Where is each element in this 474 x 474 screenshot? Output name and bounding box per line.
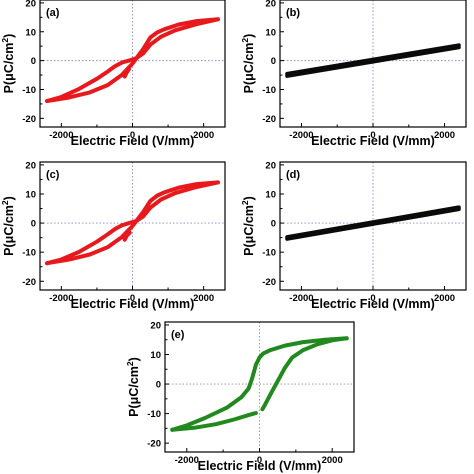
y-tick-label: 0 xyxy=(271,56,276,67)
y-tick-label: -10 xyxy=(147,409,161,420)
y-tick-label: 20 xyxy=(25,160,36,171)
y-tick-label: 0 xyxy=(156,380,161,391)
x-tick-label: 0 xyxy=(130,130,135,141)
panel-label: (e) xyxy=(171,329,185,341)
hysteresis-curve-3 xyxy=(122,230,132,242)
panel-a: -2000 0 2000 -20 -10 0 10 20 (a) Electric Field (… xyxy=(0,0,226,148)
x-tick-label: 2000 xyxy=(322,455,343,466)
panel-label: (d) xyxy=(286,169,300,181)
hysteresis-curve-3 xyxy=(122,67,131,79)
y-tick-label: 10 xyxy=(265,190,276,201)
y-tick-label: 0 xyxy=(31,56,36,67)
y-axis-label: P(μC/cm2) xyxy=(0,34,16,94)
x-tick-label: 2000 xyxy=(193,293,214,304)
y-tick-label: 20 xyxy=(265,0,276,9)
y-tick-label: -20 xyxy=(22,114,36,125)
panel-label: (c) xyxy=(46,169,60,181)
x-axis-label: Electric Field (V/mm) xyxy=(311,134,435,148)
y-tick-label: -20 xyxy=(262,277,276,288)
y-tick-label: 20 xyxy=(265,160,276,171)
y-tick-label: -10 xyxy=(262,248,276,259)
x-axis-label: Electric Field (V/mm) xyxy=(198,459,322,473)
hysteresis-curve-2 xyxy=(170,411,258,432)
hysteresis-curve-1 xyxy=(45,17,220,103)
panel-label: (a) xyxy=(46,7,60,19)
y-tick-label: 0 xyxy=(31,219,36,230)
x-axis-label: Electric Field (V/mm) xyxy=(311,297,435,311)
hysteresis-curve-2 xyxy=(45,180,220,266)
panel-e: -2000 0 2000 -20 -10 0 10 20 (e) Electric Field (… xyxy=(125,320,355,473)
hysteresis-curve-1 xyxy=(170,336,349,432)
panel-c: -2000 0 2000 -20 -10 0 10 20 (c) Electric Field (… xyxy=(0,160,226,311)
y-axis-label: P(μC/cm2) xyxy=(240,196,256,256)
y-tick-label: -20 xyxy=(147,439,161,450)
y-tick-label: 20 xyxy=(150,320,161,331)
panel-b: -2000 0 2000 -20 -10 0 10 20 (b) Electric Field (… xyxy=(240,0,467,148)
x-tick-label: 0 xyxy=(257,455,262,466)
y-tick-label: -10 xyxy=(22,85,36,96)
x-tick-label: -2000 xyxy=(49,293,73,304)
x-tick-label: -2000 xyxy=(289,293,313,304)
x-tick-label: 2000 xyxy=(193,130,214,141)
x-tick-label: -2000 xyxy=(175,455,199,466)
hysteresis-curve-2 xyxy=(285,43,461,76)
x-tick-label: -2000 xyxy=(49,130,73,141)
x-tick-label: 0 xyxy=(370,293,375,304)
panel-label: (b) xyxy=(286,7,300,19)
y-tick-label: -10 xyxy=(22,248,36,259)
x-tick-label: 2000 xyxy=(434,130,455,141)
hysteresis-curve-3 xyxy=(260,336,349,412)
y-axis-label: P(μC/cm2) xyxy=(125,357,141,417)
y-tick-label: -10 xyxy=(262,85,276,96)
y-tick-label: 20 xyxy=(25,0,36,9)
y-tick-label: -20 xyxy=(262,114,276,125)
hysteresis-curve-2 xyxy=(45,17,220,103)
y-axis-label: P(μC/cm2) xyxy=(240,34,256,94)
y-tick-label: 10 xyxy=(25,190,36,201)
x-tick-label: 0 xyxy=(130,293,135,304)
y-tick-label: -20 xyxy=(22,277,36,288)
x-axis-label: Electric Field (V/mm) xyxy=(71,297,195,311)
x-tick-label: 0 xyxy=(370,130,375,141)
hysteresis-curve-1 xyxy=(45,180,220,266)
x-tick-label: -2000 xyxy=(289,130,313,141)
x-tick-label: 2000 xyxy=(434,293,455,304)
y-tick-label: 10 xyxy=(150,350,161,361)
y-tick-label: 0 xyxy=(271,219,276,230)
x-axis-label: Electric Field (V/mm) xyxy=(71,134,195,148)
y-tick-label: 10 xyxy=(25,27,36,38)
hysteresis-curve-2 xyxy=(285,205,461,240)
y-axis-label: P(μC/cm2) xyxy=(0,196,16,256)
y-tick-label: 10 xyxy=(265,27,276,38)
panel-d: -2000 0 2000 -20 -10 0 10 20 (d) Electric Field (… xyxy=(240,160,467,311)
